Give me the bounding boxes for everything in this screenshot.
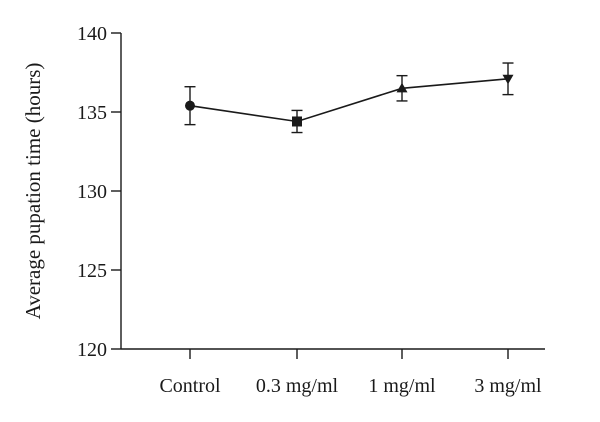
y-tick-label: 120	[77, 339, 107, 361]
data-point-circle	[185, 100, 195, 111]
x-tick-label: 1 mg/ml	[368, 375, 436, 397]
x-tick-label: 0.3 mg/ml	[256, 375, 339, 397]
series-line	[189, 78, 509, 123]
y-tick-label: 125	[77, 260, 107, 282]
y-tick-label: 135	[77, 102, 107, 124]
x-tick-label: 3 mg/ml	[474, 375, 542, 397]
data-point-square	[292, 116, 302, 127]
series	[184, 62, 514, 134]
x-tick-label: Control	[159, 375, 221, 397]
y-axis-title: Average pupation time (hours)	[21, 63, 45, 320]
ticks: 120 125 130 135 140 Control 0.3 mg/ml 1 mg/ml 3 …	[77, 23, 542, 397]
data-point-triangle-down	[502, 74, 514, 85]
y-tick-label: 130	[77, 181, 107, 203]
data-point-triangle-up	[396, 82, 408, 93]
y-tick-label: 140	[77, 23, 107, 45]
